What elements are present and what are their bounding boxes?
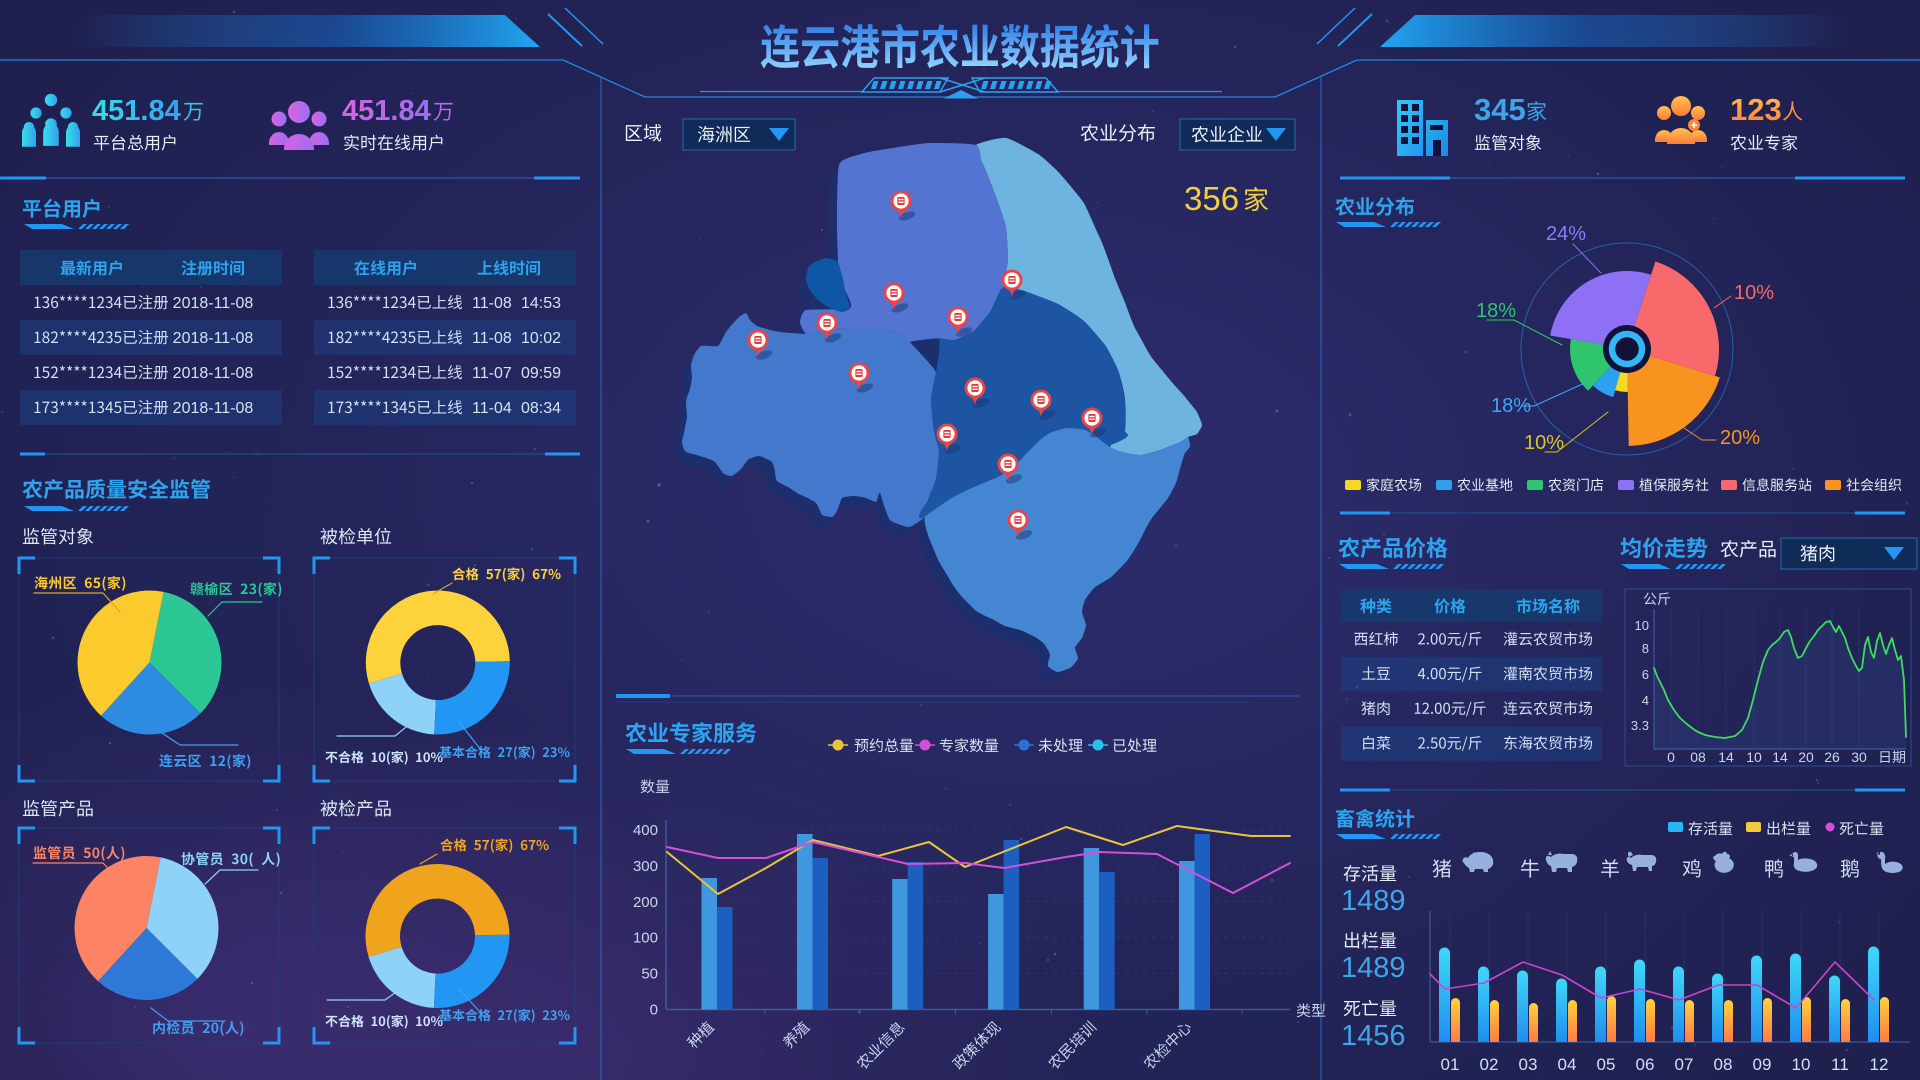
svg-text:1489: 1489	[1341, 952, 1406, 984]
svg-text:30: 30	[1851, 749, 1867, 765]
svg-text:100: 100	[633, 930, 658, 947]
svg-text:12: 12	[1870, 1055, 1889, 1074]
svg-text:24%: 24%	[1546, 223, 1586, 245]
svg-text:400: 400	[633, 822, 658, 839]
svg-text:10: 10	[1792, 1055, 1811, 1074]
svg-text:18%: 18%	[1491, 395, 1531, 417]
svg-text:01: 01	[1441, 1055, 1460, 1074]
svg-text:18%: 18%	[1476, 300, 1516, 322]
svg-text:451.84: 451.84	[92, 95, 181, 127]
svg-text:4: 4	[1642, 693, 1649, 708]
svg-text:451.84: 451.84	[342, 95, 431, 127]
svg-text:14: 14	[1772, 749, 1788, 765]
svg-text:09:59: 09:59	[521, 365, 561, 382]
svg-text:04: 04	[1558, 1055, 1577, 1074]
svg-text:20: 20	[1798, 749, 1814, 765]
svg-text:11-04: 11-04	[472, 400, 512, 417]
svg-text:10: 10	[1635, 618, 1649, 633]
svg-text:123: 123	[1730, 92, 1782, 127]
svg-text:2018-11-08: 2018-11-08	[173, 365, 254, 382]
svg-text:06: 06	[1636, 1055, 1655, 1074]
svg-text:14:53: 14:53	[521, 295, 561, 312]
svg-text:09: 09	[1753, 1055, 1772, 1074]
svg-text:08:34: 08:34	[521, 400, 561, 417]
svg-text:07: 07	[1675, 1055, 1694, 1074]
svg-text:10: 10	[1746, 749, 1762, 765]
svg-text:14: 14	[1718, 749, 1734, 765]
svg-text:50: 50	[641, 966, 658, 983]
svg-text:2018-11-08: 2018-11-08	[173, 330, 254, 347]
svg-text:10%: 10%	[1734, 282, 1774, 304]
svg-text:6: 6	[1642, 667, 1649, 682]
svg-text:0: 0	[1667, 749, 1675, 765]
svg-text:200: 200	[633, 894, 658, 911]
svg-text:03: 03	[1519, 1055, 1538, 1074]
svg-text:2018-11-08: 2018-11-08	[173, 400, 254, 417]
svg-text:2018-11-08: 2018-11-08	[173, 295, 254, 312]
svg-text:10:02: 10:02	[521, 330, 561, 347]
svg-text:300: 300	[633, 858, 658, 875]
svg-text:1456: 1456	[1341, 1020, 1406, 1052]
svg-text:356: 356	[1184, 180, 1239, 217]
svg-text:11-08: 11-08	[472, 330, 512, 347]
svg-text:26: 26	[1824, 749, 1840, 765]
svg-text:0: 0	[650, 1002, 658, 1019]
svg-text:02: 02	[1480, 1055, 1499, 1074]
svg-text:3.3: 3.3	[1631, 718, 1649, 733]
svg-text:08: 08	[1714, 1055, 1733, 1074]
svg-text:05: 05	[1597, 1055, 1616, 1074]
svg-text:11-07: 11-07	[472, 365, 512, 382]
svg-text:345: 345	[1474, 92, 1526, 127]
svg-text:8: 8	[1642, 641, 1649, 656]
svg-text:08: 08	[1690, 749, 1706, 765]
svg-text:1489: 1489	[1341, 885, 1406, 917]
svg-text:20%: 20%	[1720, 427, 1760, 449]
svg-text:11-08: 11-08	[472, 295, 512, 312]
svg-text:10%: 10%	[1524, 432, 1564, 454]
svg-text:11: 11	[1831, 1055, 1849, 1074]
